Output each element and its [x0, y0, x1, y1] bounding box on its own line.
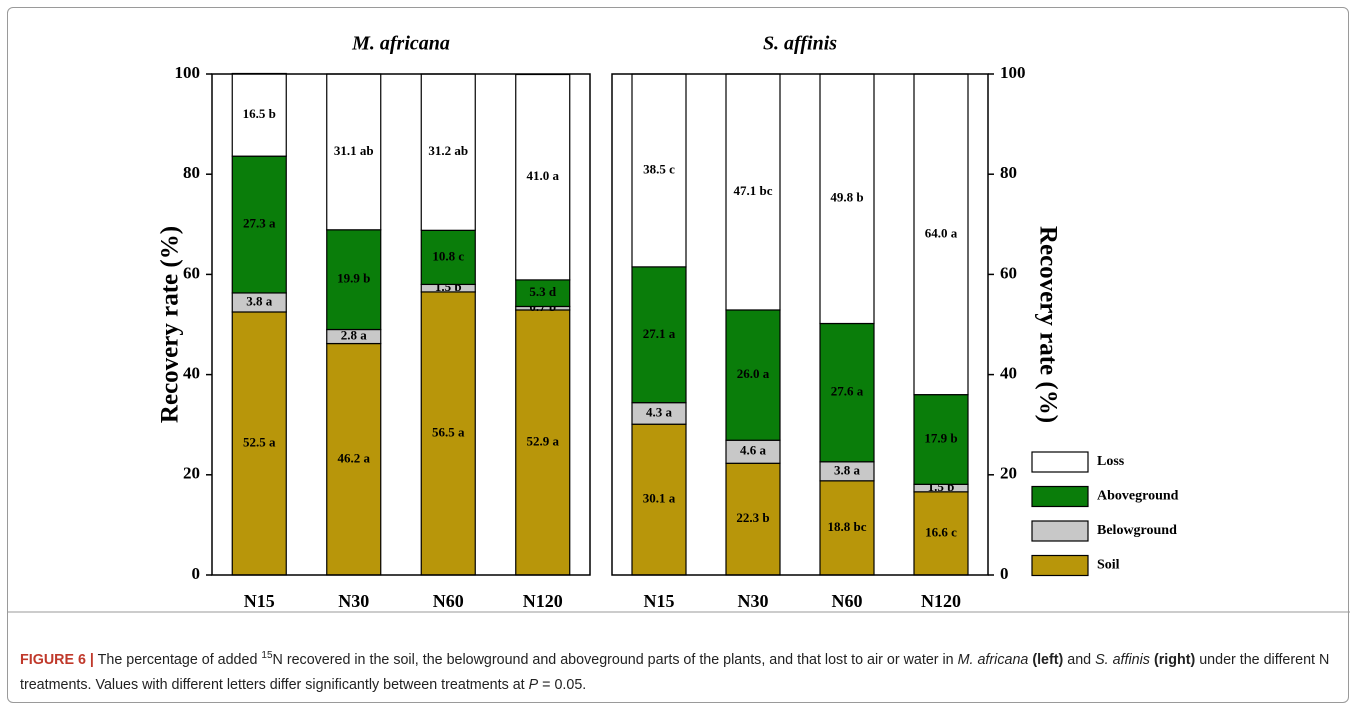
caption-italic: P: [528, 677, 539, 693]
bar-segment: [326, 342, 382, 576]
bar-segment: [819, 480, 875, 576]
value-label: 22.3 b: [736, 510, 769, 525]
plot-frame: [211, 73, 591, 576]
caption-text: N recovered in the soil, the belowground…: [272, 652, 954, 668]
y-tick-label: 0: [192, 564, 201, 583]
y-tick-label: 20: [183, 464, 200, 483]
caption-species: M. africana: [957, 652, 1029, 668]
x-tick-label: N60: [433, 591, 464, 611]
y-tick-label: 80: [1000, 163, 1017, 182]
value-label: 41.0 a: [527, 168, 560, 183]
caption: FIGURE 6 | The percentage of added 15N r…: [20, 648, 1340, 698]
legend-swatch: [1031, 554, 1089, 577]
caption-species: S. affinis: [1095, 652, 1150, 668]
x-tick-label: N15: [244, 591, 275, 611]
value-label: 47.1 bc: [734, 183, 773, 198]
bar-segment: [913, 394, 969, 485]
value-label: 19.9 b: [337, 271, 370, 286]
legend-label: Belowground: [1097, 523, 1177, 538]
value-label: 31.1 ab: [334, 143, 374, 158]
value-label: 52.5 a: [243, 434, 276, 449]
value-label: 3.8 a: [246, 293, 273, 308]
bar-segment: [725, 73, 781, 311]
y-tick-label: 40: [183, 364, 200, 383]
bar-segment: [326, 229, 382, 331]
y-tick-label: 60: [183, 263, 200, 282]
x-tick-label: N30: [338, 591, 369, 611]
value-label: 31.2 ab: [428, 143, 468, 158]
y-tick-label: 60: [1000, 263, 1017, 282]
value-label: 5.3 d: [529, 284, 557, 299]
x-tick-label: N60: [832, 591, 863, 611]
bar-segment: [420, 291, 476, 576]
caption-bold: (left): [1032, 652, 1064, 668]
y-axis-label: Recovery rate (%): [1034, 226, 1061, 423]
value-label: 52.9 a: [527, 433, 560, 448]
value-label: 16.5 b: [243, 106, 276, 121]
bar-segment: [231, 311, 287, 576]
plot-frame: [611, 73, 989, 576]
bar-segment: [631, 266, 687, 404]
value-label: 10.8 c: [432, 248, 464, 263]
y-tick-label: 40: [1000, 364, 1017, 383]
y-axis-label: Recovery rate (%): [157, 226, 184, 423]
value-label: 17.9 b: [924, 430, 957, 445]
bar-segment: [420, 73, 476, 231]
caption-text: under the different N treatments. Values…: [20, 652, 1330, 693]
value-label: 49.8 b: [830, 190, 863, 205]
value-label: 4.6 a: [740, 443, 767, 458]
value-label: 2.8 a: [341, 328, 368, 343]
value-label: 4.3 a: [646, 404, 673, 419]
bar-segment: [631, 73, 687, 268]
value-label: 18.8 bc: [828, 519, 867, 534]
value-label: 30.1 a: [643, 491, 676, 506]
bar-segment: [913, 491, 969, 576]
x-tick-label: N120: [523, 591, 563, 611]
bar-segment: [231, 72, 287, 157]
legend-label: Aboveground: [1097, 489, 1179, 504]
legend-label: Loss: [1097, 454, 1125, 469]
caption-text: The percentage of added: [97, 652, 258, 668]
legend-swatch: [1031, 451, 1089, 473]
bar-segment: [515, 279, 571, 308]
caption-superscript: 15: [261, 650, 273, 662]
legend-swatch: [1031, 520, 1089, 542]
y-tick-label: 0: [1000, 564, 1009, 583]
value-label: 64.0 a: [925, 225, 958, 240]
y-tick-label: 80: [183, 163, 200, 182]
value-label: 38.5 c: [643, 161, 675, 176]
caption-text: = 0.05.: [542, 677, 587, 693]
bar-segment: [913, 73, 969, 396]
chart-title: S. affinis: [763, 33, 837, 55]
x-tick-label: N15: [644, 591, 675, 611]
bar-segment: [631, 423, 687, 576]
legend-swatch: [1031, 485, 1089, 508]
x-tick-label: N30: [738, 591, 769, 611]
caption-text: and: [1067, 652, 1092, 668]
y-tick-label: 100: [175, 63, 201, 82]
bar-segment: [420, 229, 476, 286]
bar-segment: [326, 73, 382, 231]
value-label: 3.8 a: [834, 462, 861, 477]
y-tick-label: 20: [1000, 464, 1017, 483]
caption-bold: (right): [1153, 652, 1196, 668]
chart-title: M. africana: [351, 33, 450, 55]
bar-segment: [725, 462, 781, 576]
value-label: 26.0 a: [737, 366, 770, 381]
figure-label: FIGURE 6 |: [20, 652, 94, 668]
legend-label: Soil: [1097, 558, 1120, 573]
x-tick-label: N120: [921, 591, 961, 611]
value-label: 16.6 c: [925, 524, 957, 539]
value-label: 27.1 a: [643, 326, 676, 341]
y-tick-label: 100: [1000, 63, 1026, 82]
value-label: 27.3 a: [243, 216, 276, 231]
value-label: 27.6 a: [831, 384, 864, 399]
value-label: 56.5 a: [432, 424, 465, 439]
value-label: 46.2 a: [338, 450, 371, 465]
figure-frame: [7, 7, 1349, 703]
